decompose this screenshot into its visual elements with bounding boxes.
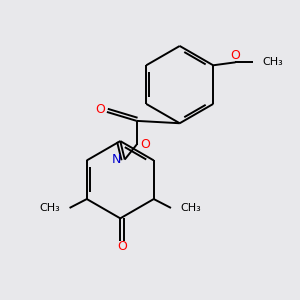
Text: CH₃: CH₃ <box>181 203 202 213</box>
Text: O: O <box>117 240 127 253</box>
Text: CH₃: CH₃ <box>39 203 60 213</box>
Text: N: N <box>112 153 121 166</box>
Text: CH₃: CH₃ <box>262 57 283 67</box>
Text: O: O <box>95 103 105 116</box>
Text: O: O <box>230 49 240 62</box>
Text: O: O <box>140 138 150 151</box>
